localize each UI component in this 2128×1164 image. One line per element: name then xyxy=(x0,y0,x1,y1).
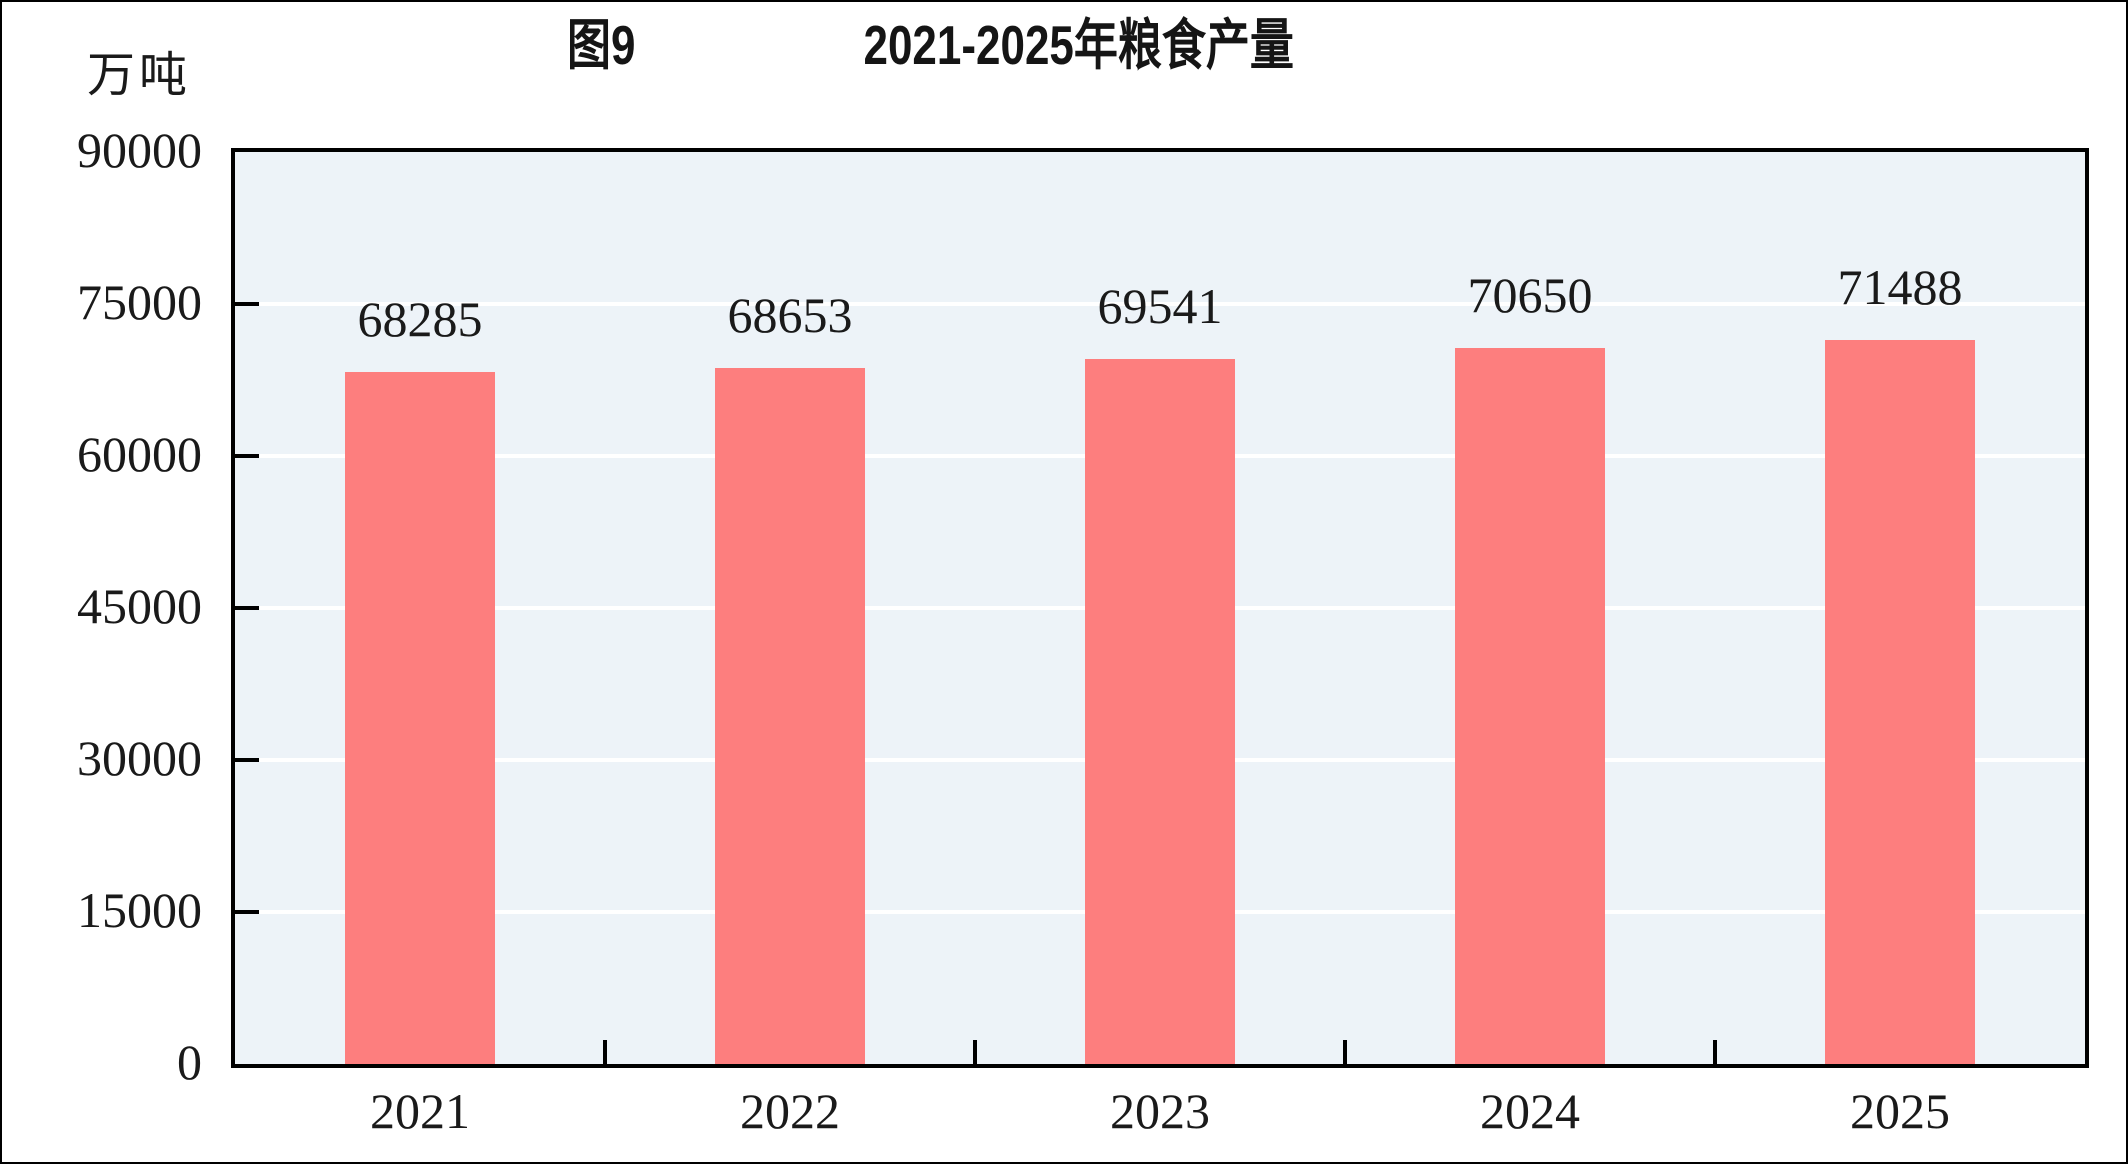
y-axis-tick xyxy=(235,910,259,914)
y-axis-tick xyxy=(235,302,259,306)
y-tick-label: 0 xyxy=(177,1034,202,1090)
x-axis-tick xyxy=(973,1040,977,1064)
bar xyxy=(345,372,495,1064)
y-tick-label: 45000 xyxy=(77,578,202,634)
y-tick-label: 90000 xyxy=(77,122,202,178)
y-tick-label: 60000 xyxy=(77,426,202,482)
x-axis-tick xyxy=(1343,1040,1347,1064)
x-axis-tick xyxy=(1713,1040,1717,1064)
bar xyxy=(1455,348,1605,1064)
bar-value-label: 68285 xyxy=(357,291,483,348)
y-axis-unit-label: 万吨 xyxy=(87,49,192,102)
plot-area: 68285 68653 69541 70650 71488 xyxy=(235,152,2085,1064)
x-tick-label: 2025 xyxy=(1850,1083,1950,1139)
x-tick-label: 2023 xyxy=(1110,1083,1210,1139)
bar-value-label: 71488 xyxy=(1837,258,1963,315)
chart-title-text: 2021-2025年粮食产量 xyxy=(863,14,1294,76)
gridline xyxy=(235,302,2085,306)
y-tick-label: 30000 xyxy=(77,730,202,786)
bar xyxy=(1085,359,1235,1064)
bar-value-label: 70650 xyxy=(1467,267,1593,324)
x-axis-tick xyxy=(603,1040,607,1064)
y-axis-tick xyxy=(235,454,259,458)
y-tick-label: 75000 xyxy=(77,274,202,330)
x-tick-label: 2021 xyxy=(370,1083,470,1139)
bar xyxy=(1825,339,1975,1064)
y-axis-tick xyxy=(235,758,259,762)
chart-title-number: 图9 xyxy=(567,14,636,76)
chart-title: 图9 2021-2025年粮食产量 xyxy=(567,14,1294,77)
y-tick-label: 15000 xyxy=(77,882,202,938)
x-tick-label: 2022 xyxy=(740,1083,840,1139)
y-axis-tick xyxy=(235,606,259,610)
bar-value-label: 68653 xyxy=(727,287,853,344)
x-tick-label: 2024 xyxy=(1480,1083,1580,1139)
bar xyxy=(715,368,865,1064)
bar-value-label: 69541 xyxy=(1097,278,1223,335)
